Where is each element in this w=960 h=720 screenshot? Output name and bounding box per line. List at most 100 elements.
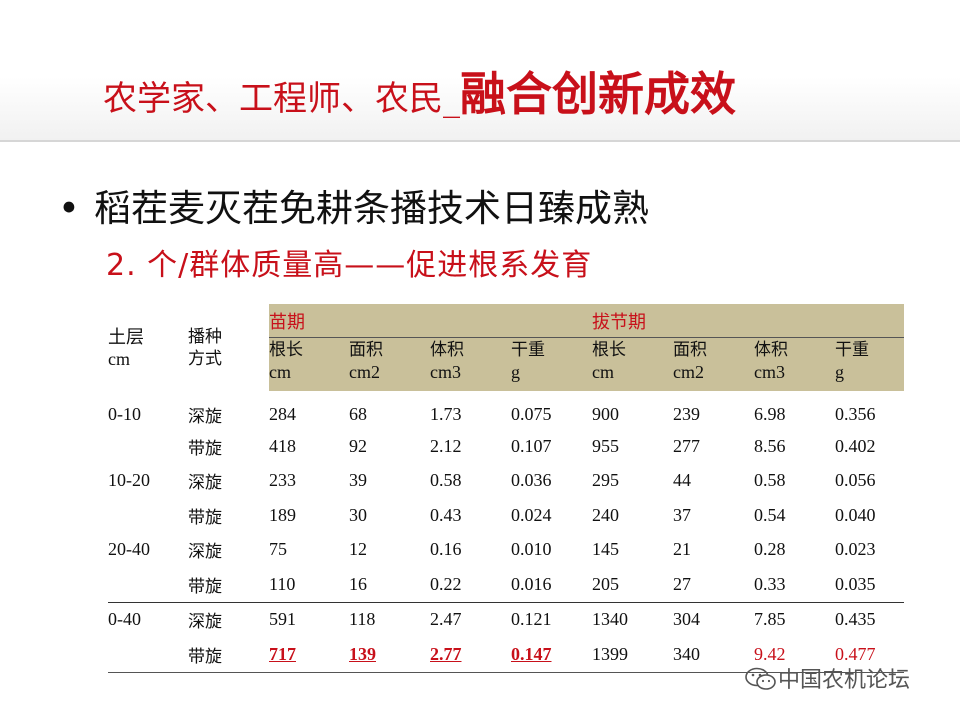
value-cell: 239 <box>673 403 700 424</box>
table-row: 带旋 110 16 0.22 0.016 205 27 0.33 0.035 <box>108 567 904 602</box>
metric-unit: cm3 <box>754 362 785 382</box>
method-cell: 深旋 <box>188 406 222 427</box>
value-cell: 9.42 <box>754 637 835 673</box>
bullet-text: 稻茬麦灭茬免耕条播技术日臻成熟 <box>94 187 649 230</box>
table-row: 20-40 深旋 75 12 0.16 0.010 145 21 0.28 0.023 <box>108 533 904 568</box>
value-cell: 8.56 <box>754 435 786 456</box>
wechat-icon <box>744 667 778 691</box>
soil-layer-cell <box>108 498 188 533</box>
watermark-text: 中国农机论坛 <box>778 668 911 693</box>
metric-header: 干重 g <box>835 337 904 391</box>
metric-name: 面积 <box>349 340 383 360</box>
value-cell: 0.016 <box>511 573 552 594</box>
value-cell: 2.12 <box>430 435 462 456</box>
value-cell: 44 <box>673 470 691 491</box>
soil-layer-cell <box>108 429 188 464</box>
metric-unit: g <box>511 362 520 382</box>
table-body: 0-10 深旋 284 68 1.73 0.075 900 239 6.98 0.356 带旋 418… <box>108 391 904 673</box>
value-cell: 233 <box>269 470 296 491</box>
value-cell: 284 <box>269 403 296 424</box>
table-row: 带旋 717 139 2.77 0.147 1399 340 9.42 0.477 <box>108 637 904 673</box>
value-cell: 0.035 <box>835 573 876 594</box>
soil-layer-cell: 0-10 <box>108 403 141 424</box>
value-cell: 0.121 <box>511 601 592 637</box>
value-cell: 717 <box>269 637 349 673</box>
value-cell: 295 <box>592 470 619 491</box>
value-cell: 900 <box>592 403 619 424</box>
value-cell: 0.024 <box>511 504 552 525</box>
method-cell: 带旋 <box>188 637 269 673</box>
value-cell: 591 <box>269 601 349 637</box>
metric-header: 面积 cm2 <box>673 337 754 391</box>
value-cell: 0.010 <box>511 539 552 560</box>
value-cell: 2.47 <box>430 601 511 637</box>
value-cell: 27 <box>673 573 691 594</box>
metric-header: 体积 cm3 <box>430 337 511 391</box>
metric-name: 体积 <box>430 340 464 360</box>
method-cell: 深旋 <box>188 601 269 637</box>
header-row-period: 土层 cm 播种 方式 苗期 拔节期 <box>108 304 904 369</box>
method-cell: 带旋 <box>188 507 222 528</box>
value-cell: 0.023 <box>835 539 876 560</box>
value-cell: 1399 <box>592 637 673 673</box>
value-cell: 92 <box>349 435 367 456</box>
header-method: 播种 方式 <box>188 304 269 391</box>
title-band: 农学家、工程师、农民_融合创新成效 <box>0 0 960 142</box>
value-cell: 39 <box>349 470 367 491</box>
metric-name: 干重 <box>835 340 869 360</box>
value-cell: 0.28 <box>754 539 786 560</box>
soil-layer-cell: 20-40 <box>108 539 150 560</box>
metric-unit: cm3 <box>430 362 461 382</box>
value-cell: 0.402 <box>835 435 876 456</box>
value-cell: 0.075 <box>511 403 552 424</box>
slide-title: 农学家、工程师、农民_融合创新成效 <box>103 58 736 124</box>
value-cell: 304 <box>673 601 754 637</box>
value-cell: 0.33 <box>754 573 786 594</box>
method-cell: 带旋 <box>188 438 222 459</box>
metric-name: 根长 <box>592 340 626 360</box>
metric-name: 干重 <box>511 340 545 360</box>
value-cell: 2.77 <box>430 637 511 673</box>
table-row: 10-20 深旋 233 39 0.58 0.036 295 44 0.58 0.056 <box>108 464 904 499</box>
value-cell: 139 <box>349 637 430 673</box>
value-cell: 0.16 <box>430 539 462 560</box>
value-cell: 0.036 <box>511 470 552 491</box>
value-cell: 0.435 <box>835 601 904 637</box>
subtitle: 2. 个/群体质量高——促进根系发育 <box>106 248 593 283</box>
value-cell: 118 <box>349 601 430 637</box>
value-cell: 277 <box>673 435 700 456</box>
value-cell: 0.107 <box>511 435 552 456</box>
watermark: 中国农机论坛 <box>744 662 910 694</box>
value-cell: 0.147 <box>511 637 592 673</box>
table-row: 0-40 深旋 591 118 2.47 0.121 1340 304 7.85 0.435 <box>108 601 904 637</box>
value-cell: 12 <box>349 539 367 560</box>
method-cell: 带旋 <box>188 576 222 597</box>
value-cell: 0.477 <box>835 637 904 673</box>
header-layer: 土层 cm <box>108 304 188 391</box>
root-data-table: 土层 cm 播种 方式 苗期 拔节期 根长 cm 面积 cm2 体积 cm3 干重 g 根长 cm… <box>108 304 904 673</box>
value-cell: 340 <box>673 637 754 673</box>
header-layer-unit: cm <box>108 348 130 369</box>
metric-unit: cm <box>592 362 614 382</box>
value-cell: 0.356 <box>835 403 876 424</box>
metric-unit: cm <box>269 362 291 382</box>
table-row: 0-10 深旋 284 68 1.73 0.075 900 239 6.98 0.356 <box>108 391 904 429</box>
metric-header: 根长 cm <box>592 337 673 391</box>
value-cell: 110 <box>269 573 296 594</box>
value-cell: 1.73 <box>430 403 462 424</box>
soil-layer-cell: 0-40 <box>108 601 188 637</box>
value-cell: 189 <box>269 504 296 525</box>
value-cell: 7.85 <box>754 601 835 637</box>
title-emphasis: 融合创新成效 <box>460 67 736 121</box>
metric-header: 根长 cm <box>269 337 349 391</box>
metric-unit: cm2 <box>349 362 380 382</box>
period-jointing: 拔节期 <box>592 304 904 338</box>
method-cell: 深旋 <box>188 473 222 494</box>
period-seedling: 苗期 <box>269 304 592 338</box>
metric-unit: g <box>835 362 844 382</box>
value-cell: 37 <box>673 504 691 525</box>
metric-unit: cm2 <box>673 362 704 382</box>
metric-header: 干重 g <box>511 337 592 391</box>
header-layer-label: 土层 <box>108 326 144 347</box>
soil-layer-cell: 10-20 <box>108 470 150 491</box>
